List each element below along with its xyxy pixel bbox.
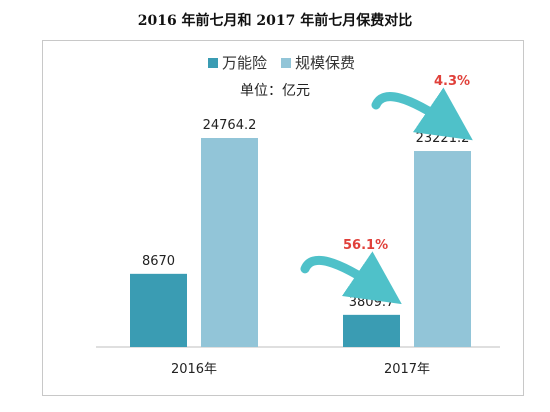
bar-scale-premium-2016 — [201, 138, 258, 347]
decline-arrow-universal-life — [300, 251, 402, 305]
decline-annotation-universal-life: 56.1% — [343, 238, 388, 253]
decline-annotation-scale-premium: 4.3% — [434, 74, 470, 89]
bar-universal-life-2017 — [343, 314, 400, 347]
bar-universal-life-2016 — [130, 273, 187, 347]
legend-swatch-scale-premium — [281, 57, 292, 68]
legend-item-universal-life: 万能险 — [208, 52, 267, 73]
legend-item-scale-premium: 规模保费 — [281, 52, 355, 73]
legend-swatch-universal-life — [208, 57, 218, 68]
x-tick-label-2016: 2016年 — [171, 362, 217, 377]
chart-title: 2016 年前七月和 2017 年前七月保费对比 — [137, 13, 413, 29]
x-tick-label-2017: 2017年 — [384, 362, 430, 377]
data-label-scale-premium-2016: 24764.2 — [203, 118, 257, 133]
unit-label: 单位：亿元 — [240, 83, 310, 99]
chart-legend: 万能险 规模保费 — [208, 52, 369, 73]
legend-label-universal-life: 万能险 — [222, 54, 268, 72]
decline-arrow-scale-premium — [371, 87, 473, 141]
data-label-scale-premium-2017: 23221.2 — [416, 131, 470, 146]
data-label-universal-life-2016: 8670 — [142, 254, 175, 269]
data-label-universal-life-2017: 3809.7 — [349, 295, 395, 310]
legend-label-scale-premium: 规模保费 — [295, 54, 356, 72]
bar-scale-premium-2017 — [414, 151, 471, 347]
